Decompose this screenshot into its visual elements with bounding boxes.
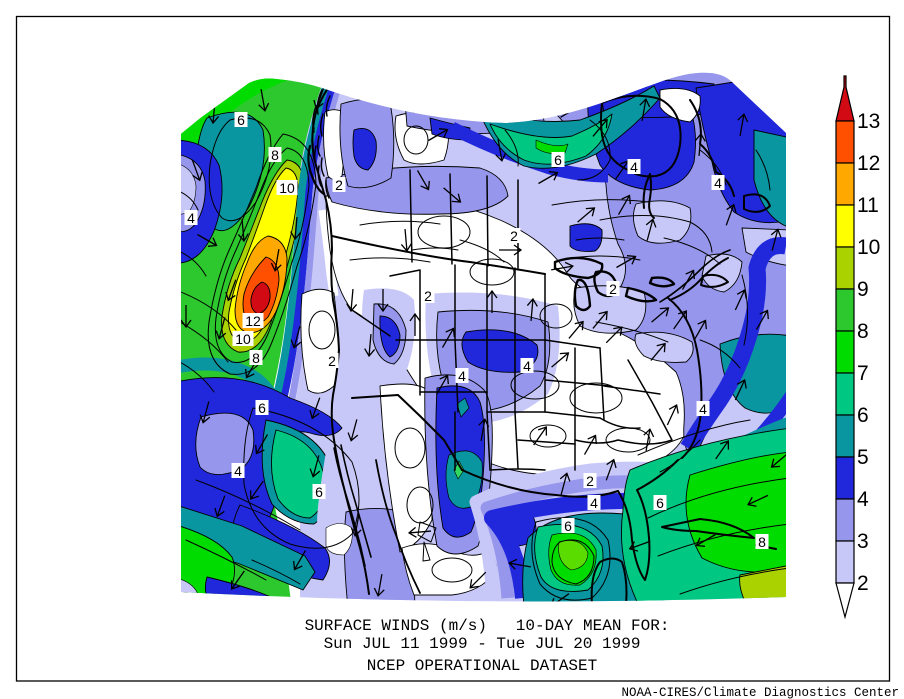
svg-text:6: 6 (656, 495, 664, 511)
svg-text:8: 8 (271, 147, 279, 163)
svg-text:10: 10 (857, 236, 880, 259)
svg-text:7: 7 (857, 362, 869, 385)
svg-text:4: 4 (699, 401, 707, 417)
svg-text:13: 13 (857, 110, 880, 133)
svg-text:6: 6 (237, 112, 245, 128)
svg-text:6: 6 (315, 484, 323, 500)
svg-text:4: 4 (630, 159, 638, 175)
svg-text:8: 8 (758, 534, 766, 550)
svg-text:4: 4 (458, 368, 466, 384)
svg-text:4: 4 (523, 358, 531, 374)
svg-text:10: 10 (235, 331, 251, 347)
svg-text:11: 11 (857, 194, 879, 217)
svg-text:6: 6 (554, 152, 562, 168)
svg-text:2: 2 (328, 353, 336, 369)
svg-text:NOAA-CIRES/Climate Diagnostics: NOAA-CIRES/Climate Diagnostics Center (621, 686, 899, 699)
svg-text:2: 2 (609, 281, 617, 297)
svg-text:Sun JUL 11 1999 - Tue JUL 20 1: Sun JUL 11 1999 - Tue JUL 20 1999 (324, 635, 641, 653)
svg-text:2: 2 (510, 228, 518, 244)
svg-text:2: 2 (335, 177, 343, 193)
svg-text:SURFACE WINDS (m/s) 10-DAY M: SURFACE WINDS (m/s) 10-DAY MEAN FOR: (305, 617, 670, 635)
svg-text:10: 10 (279, 180, 295, 196)
svg-text:2: 2 (857, 572, 869, 595)
svg-text:2: 2 (586, 473, 594, 489)
svg-text:4: 4 (590, 495, 598, 511)
svg-text:6: 6 (258, 400, 266, 416)
svg-text:4: 4 (714, 175, 722, 191)
svg-text:6: 6 (564, 518, 572, 534)
svg-text:6: 6 (857, 404, 869, 427)
svg-text:4: 4 (857, 488, 869, 511)
svg-text:4: 4 (234, 463, 242, 479)
svg-text:8: 8 (252, 350, 260, 366)
svg-text:2: 2 (424, 288, 432, 304)
svg-text:5: 5 (857, 446, 869, 469)
svg-text:4: 4 (187, 210, 195, 226)
svg-text:12: 12 (857, 152, 880, 175)
svg-text:12: 12 (245, 313, 261, 329)
svg-text:8: 8 (857, 320, 869, 343)
svg-text:9: 9 (857, 278, 869, 301)
svg-text:NCEP OPERATIONAL DATASET: NCEP OPERATIONAL DATASET (367, 657, 597, 675)
svg-text:3: 3 (857, 530, 869, 553)
